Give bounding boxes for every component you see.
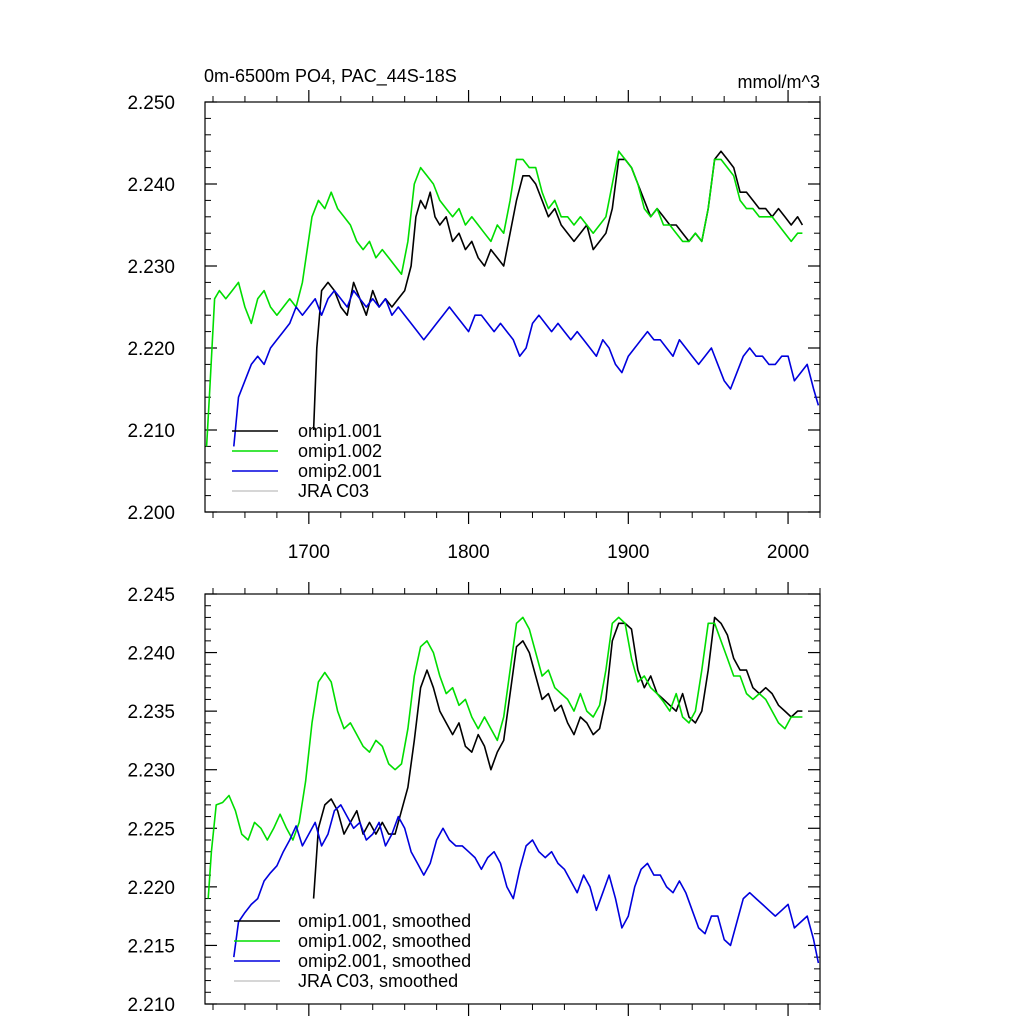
x-tick-label: 2000 [767,542,809,563]
top-chart-panel: 0m-6500m PO4, PAC_44S-18S mmol/m^3 1700 1… [127,66,821,563]
y-tick-label: 2.245 [127,585,175,606]
legend-label: JRA C03, smoothed [298,971,458,991]
series-line-omip1-001-smoothed [312,616,803,899]
plot-frame [204,593,821,1005]
y-tick-label: 2.225 [127,819,175,840]
series-line-omip2-001-smoothed [233,804,820,964]
y-tick-label: 2.215 [127,936,175,957]
x-tick-label: 1800 [447,542,489,563]
y-tick-label: 2.235 [127,702,175,723]
x-tick-label: 1700 [288,542,330,563]
legend-label: omip1.002, smoothed [298,931,471,951]
y-tick-label: 2.240 [127,644,175,665]
y-tick-label: 2.220 [127,878,175,899]
y-tick-label: 2.230 [127,257,175,278]
series-line-omip1-002 [205,150,803,447]
legend-label: omip2.001 [298,461,382,481]
legend-label: omip1.001 [298,421,382,441]
top-plot-area: 1700 1800 1900 2000 2.200 2.210 2.220 2.230 2.24… [127,90,821,563]
y-tick-label: 2.230 [127,761,175,782]
y-tick-label: 2.240 [127,175,175,196]
legend-label: omip2.001, smoothed [298,951,471,971]
bottom-plot-area: 2.210 2.215 2.220 2.225 2.230 2.235 2.240 2.245… [127,582,821,1016]
y-tick-label: 2.250 [127,93,175,114]
legend-label: JRA C03 [298,481,369,501]
y-tick-label: 2.210 [127,421,175,442]
legend-label: omip1.002 [298,441,382,461]
y-tick-label: 2.220 [127,339,175,360]
legend-label: omip1.001, smoothed [298,911,471,931]
series-line-omip1-001 [312,150,804,431]
units-label: mmol/m^3 [738,72,820,92]
series-line-omip1-002-smoothed [207,616,803,899]
y-tick-label: 2.200 [127,503,175,524]
bottom-chart-panel: 2.210 2.215 2.220 2.225 2.230 2.235 2.240 2.245… [127,582,821,1016]
y-tick-label: 2.210 [127,995,175,1016]
x-tick-label: 1900 [607,542,649,563]
series-line-omip2-001 [233,289,820,447]
plot-frame [204,101,821,513]
chart-title: 0m-6500m PO4, PAC_44S-18S [204,66,457,87]
